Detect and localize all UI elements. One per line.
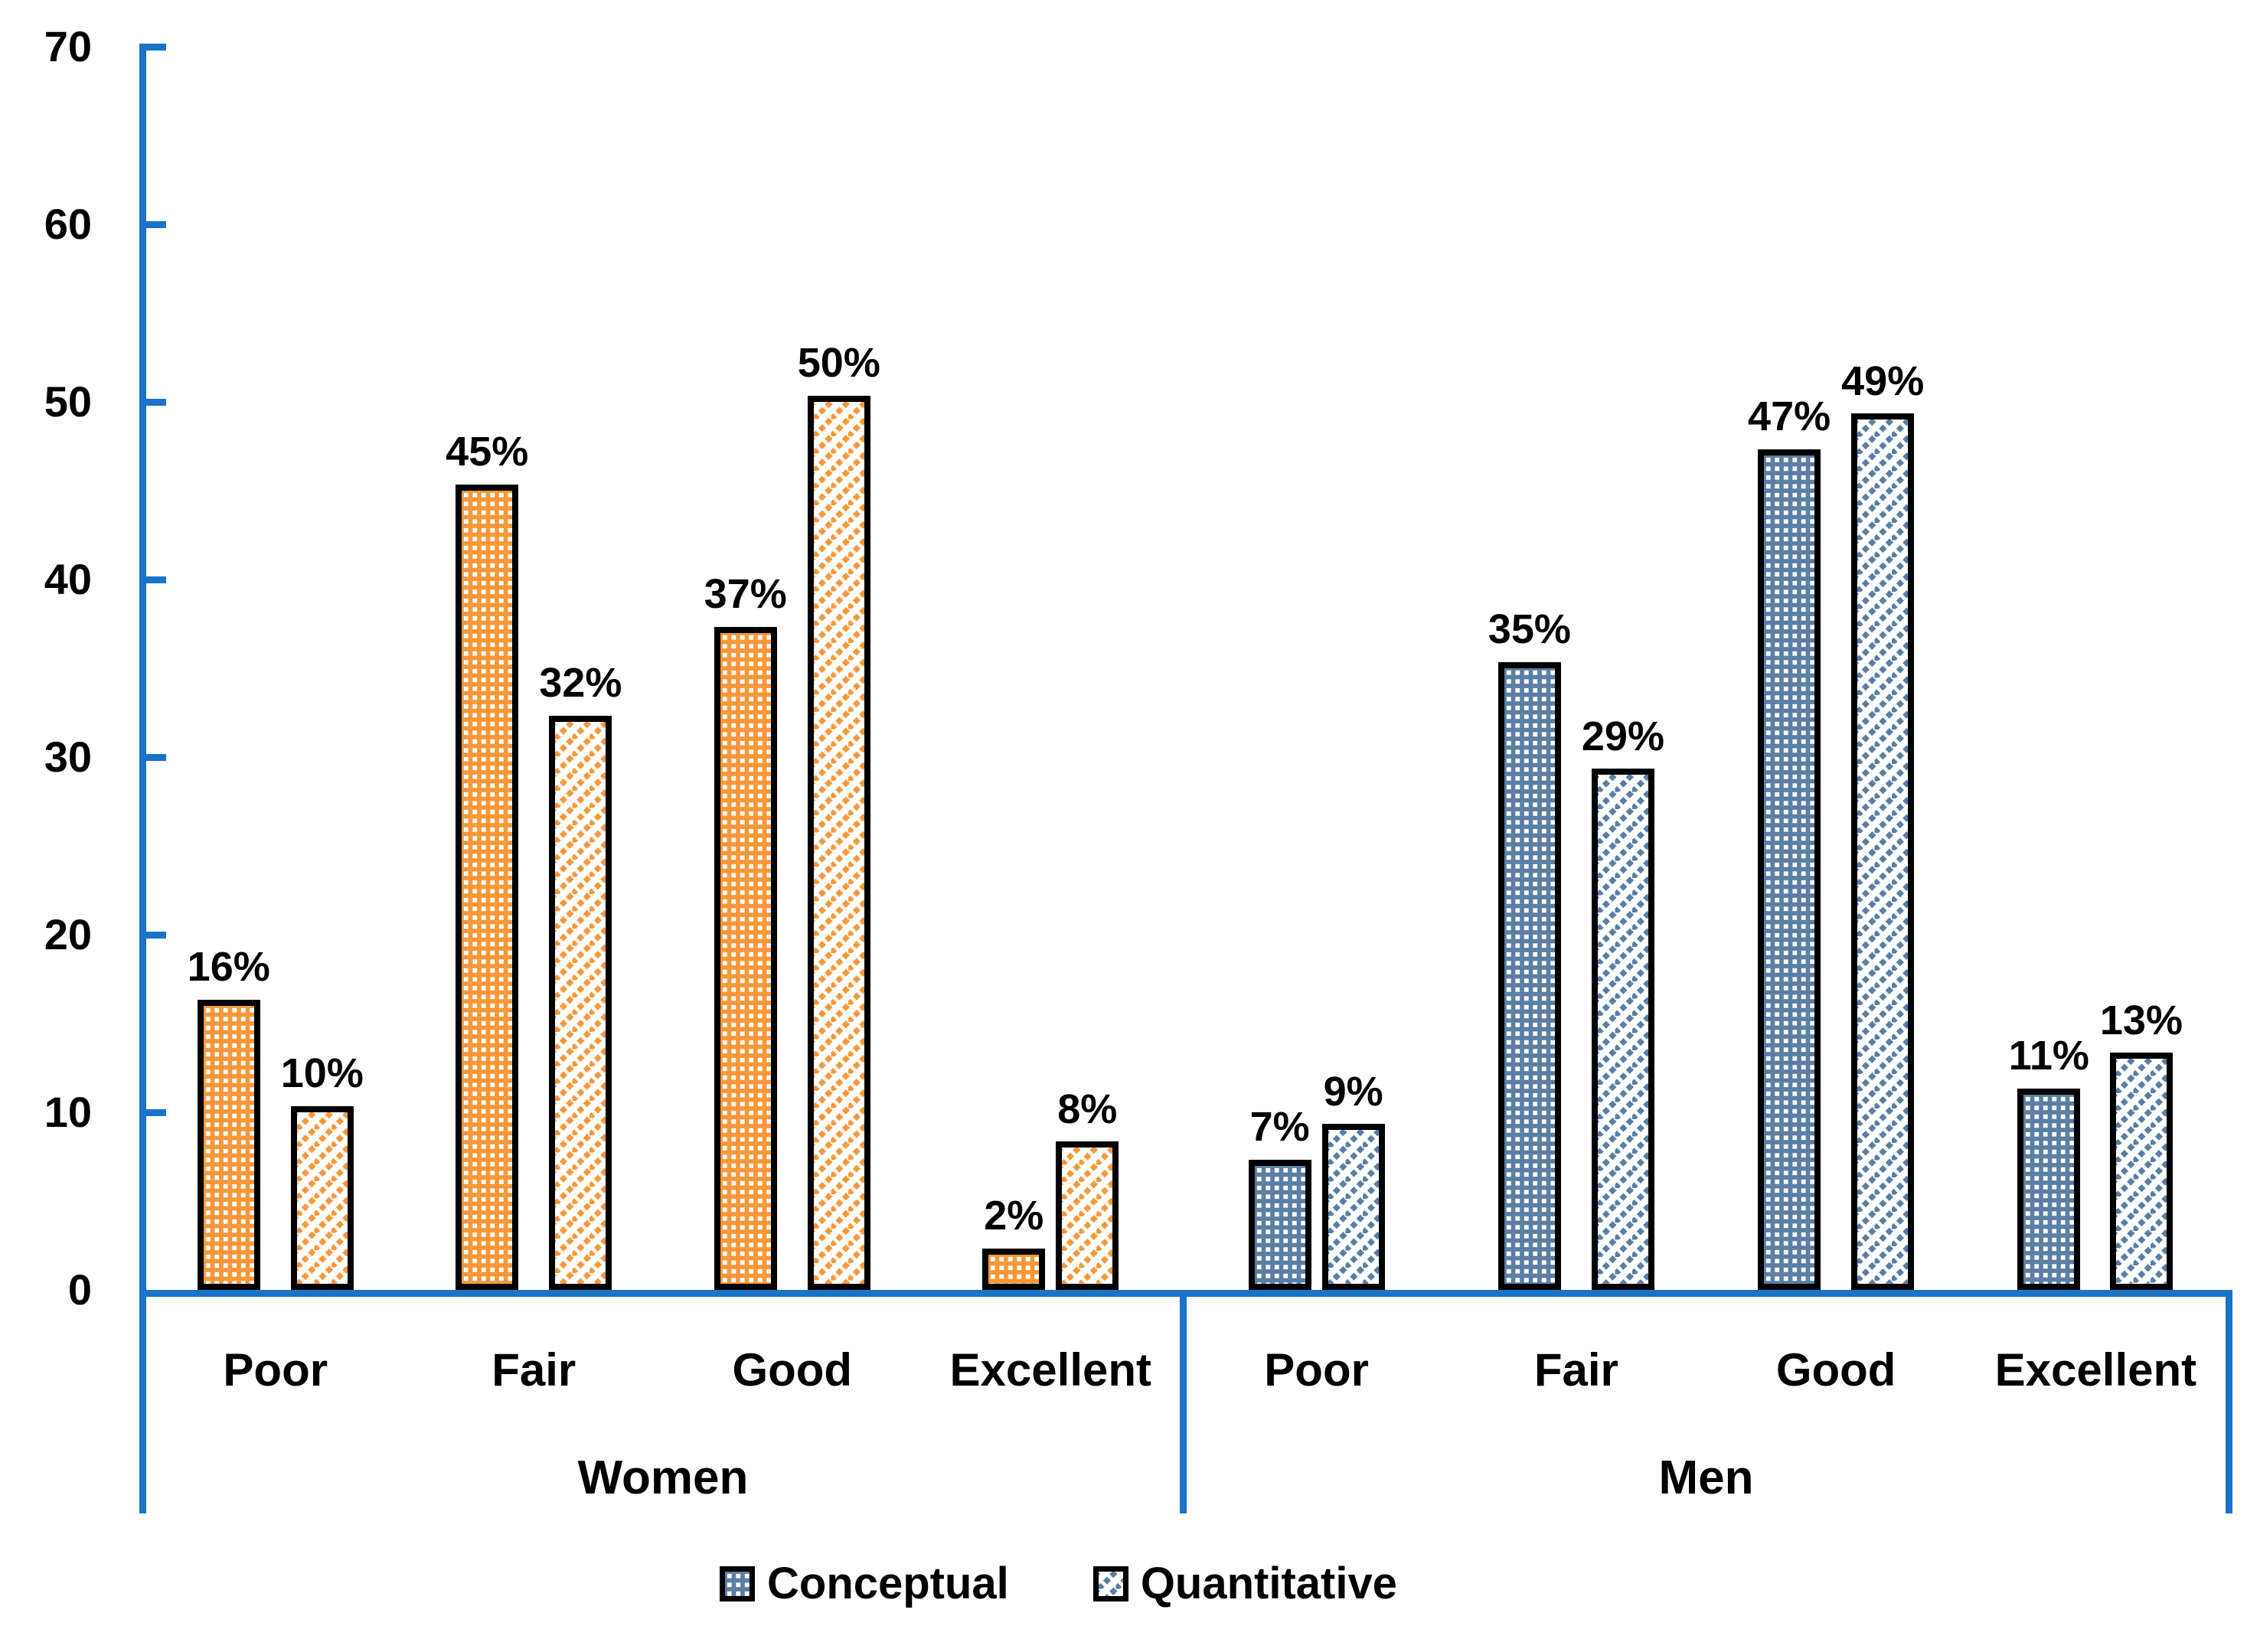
- bars-group-men: 7% 9% 35% 29% 47% 49% 11% 13%: [1187, 0, 2226, 1290]
- bar-with-label: 9%: [1321, 1068, 1385, 1290]
- group-divider-line: [1180, 1297, 1187, 1513]
- bar-quantitative-women-good: [807, 396, 870, 1290]
- y-axis-tick: [146, 576, 166, 583]
- bar-value-label: 50%: [797, 340, 880, 387]
- bar-quantitative-women-poor: [290, 1106, 354, 1290]
- legend-label: Conceptual: [767, 1559, 1009, 1608]
- legend: Conceptual Quantitative: [0, 1562, 2247, 1606]
- bar-value-label: 7%: [1249, 1103, 1310, 1150]
- bars-group-women: 16% 10% 45% 32% 37% 50% 2% 8%: [146, 0, 1180, 1290]
- bar-value-label: 47%: [1748, 393, 1831, 439]
- bar-quantitative-men-fair: [1591, 769, 1654, 1290]
- bar-conceptual-men-poor: [1248, 1159, 1311, 1290]
- legend-label: Quantitative: [1140, 1559, 1397, 1608]
- category-label: Excellent: [1994, 1343, 2197, 1396]
- category-slot: 45% 32%: [405, 430, 664, 1290]
- bar-conceptual-men-fair: [1497, 662, 1561, 1290]
- bar-value-label: 45%: [446, 429, 529, 475]
- y-axis-tick-label: 10: [44, 1088, 92, 1136]
- bar-with-label: 7%: [1248, 1103, 1311, 1290]
- y-axis-tick-label: 50: [44, 377, 92, 426]
- right-border-line: [2226, 1290, 2232, 1513]
- group-label: Men: [1658, 1451, 1754, 1504]
- legend-item: Quantitative: [1092, 1559, 1397, 1608]
- category-slot: 16% 10%: [146, 945, 405, 1290]
- x-axis-baseline: [139, 1290, 2232, 1297]
- category-slot: 47% 49%: [1706, 357, 1966, 1290]
- y-axis-tick-label: 0: [67, 1265, 92, 1314]
- bar-with-label: 29%: [1581, 713, 1664, 1290]
- bar-conceptual-women-good: [714, 626, 777, 1290]
- bar-value-label: 9%: [1323, 1068, 1383, 1115]
- category-slot: 11% 13%: [1966, 999, 2226, 1290]
- y-axis-tick-label: 40: [44, 555, 92, 603]
- bar-with-label: 16%: [188, 945, 270, 1290]
- bar-conceptual-women-fair: [456, 485, 519, 1290]
- bar-value-label: 8%: [1057, 1086, 1118, 1132]
- y-axis-tick-label: 20: [44, 910, 92, 958]
- bar-quantitative-men-good: [1851, 413, 1915, 1290]
- bar-value-label: 2%: [984, 1192, 1044, 1239]
- bar-quantitative-men-poor: [1321, 1124, 1385, 1290]
- bar-conceptual-women-excellent: [982, 1248, 1046, 1290]
- legend-swatch-hatch: [1092, 1566, 1128, 1601]
- bar-value-label: 11%: [2008, 1033, 2089, 1079]
- bar-with-label: 49%: [1841, 357, 1925, 1290]
- category-slot: 37% 50%: [663, 341, 922, 1290]
- bar-value-label: 13%: [2099, 997, 2183, 1043]
- category-label: Poor: [223, 1343, 328, 1396]
- bar-with-label: 47%: [1748, 395, 1831, 1290]
- group-label: Women: [577, 1451, 749, 1504]
- label-band-women: Poor Fair Good Excellent Women: [146, 1297, 1180, 1513]
- y-axis-tick: [146, 398, 166, 406]
- category-label: Poor: [1264, 1343, 1369, 1396]
- bar-value-label: 29%: [1581, 713, 1664, 759]
- bar-value-label: 16%: [187, 944, 270, 991]
- bar-conceptual-men-good: [1758, 449, 1821, 1290]
- bar-with-label: 8%: [1056, 1088, 1119, 1290]
- legend-swatch-dot: [720, 1566, 755, 1601]
- y-axis-tick: [146, 220, 166, 228]
- bar-with-label: 35%: [1488, 608, 1571, 1290]
- bar-value-label: 49%: [1841, 357, 1925, 404]
- bar-with-label: 50%: [798, 341, 880, 1290]
- y-axis-line: [139, 43, 146, 1513]
- category-slot: 35% 29%: [1446, 608, 1706, 1290]
- category-label: Good: [732, 1343, 853, 1396]
- y-axis-tick-label: 70: [44, 22, 92, 70]
- label-band-men: Poor Fair Good Excellent Men: [1187, 1297, 2226, 1513]
- bar-with-label: 2%: [982, 1192, 1046, 1290]
- bar-quantitative-men-excellent: [2109, 1053, 2173, 1290]
- bar-with-label: 10%: [281, 1052, 364, 1290]
- bar-conceptual-men-excellent: [2017, 1088, 2081, 1290]
- bar-value-label: 10%: [280, 1050, 364, 1097]
- bar-with-label: 11%: [2009, 1034, 2089, 1290]
- y-axis-tick-label: 60: [44, 200, 92, 248]
- bar-with-label: 13%: [2100, 999, 2183, 1290]
- legend-item: Conceptual: [720, 1562, 1009, 1606]
- bar-value-label: 32%: [539, 659, 622, 706]
- bar-quantitative-women-fair: [549, 715, 612, 1290]
- bar-with-label: 37%: [704, 573, 787, 1290]
- bar-value-label: 35%: [1488, 606, 1571, 653]
- category-slot: 2% 8%: [922, 1088, 1181, 1290]
- category-label: Fair: [492, 1343, 576, 1396]
- y-axis-tick: [146, 1108, 166, 1116]
- bar-with-label: 32%: [539, 661, 622, 1290]
- y-axis-tick: [146, 931, 166, 939]
- category-label: Fair: [1533, 1343, 1618, 1396]
- category-slot: 7% 9%: [1187, 1068, 1446, 1290]
- category-label: Good: [1775, 1343, 1896, 1396]
- bar-with-label: 45%: [446, 430, 528, 1290]
- category-label: Excellent: [949, 1343, 1151, 1396]
- bar-value-label: 37%: [704, 570, 787, 617]
- y-axis-tick-label: 30: [44, 733, 92, 781]
- bar-conceptual-women-poor: [197, 999, 260, 1290]
- bar-quantitative-women-excellent: [1056, 1141, 1119, 1290]
- y-axis-tick: [146, 753, 166, 761]
- y-axis-tick: [146, 43, 166, 51]
